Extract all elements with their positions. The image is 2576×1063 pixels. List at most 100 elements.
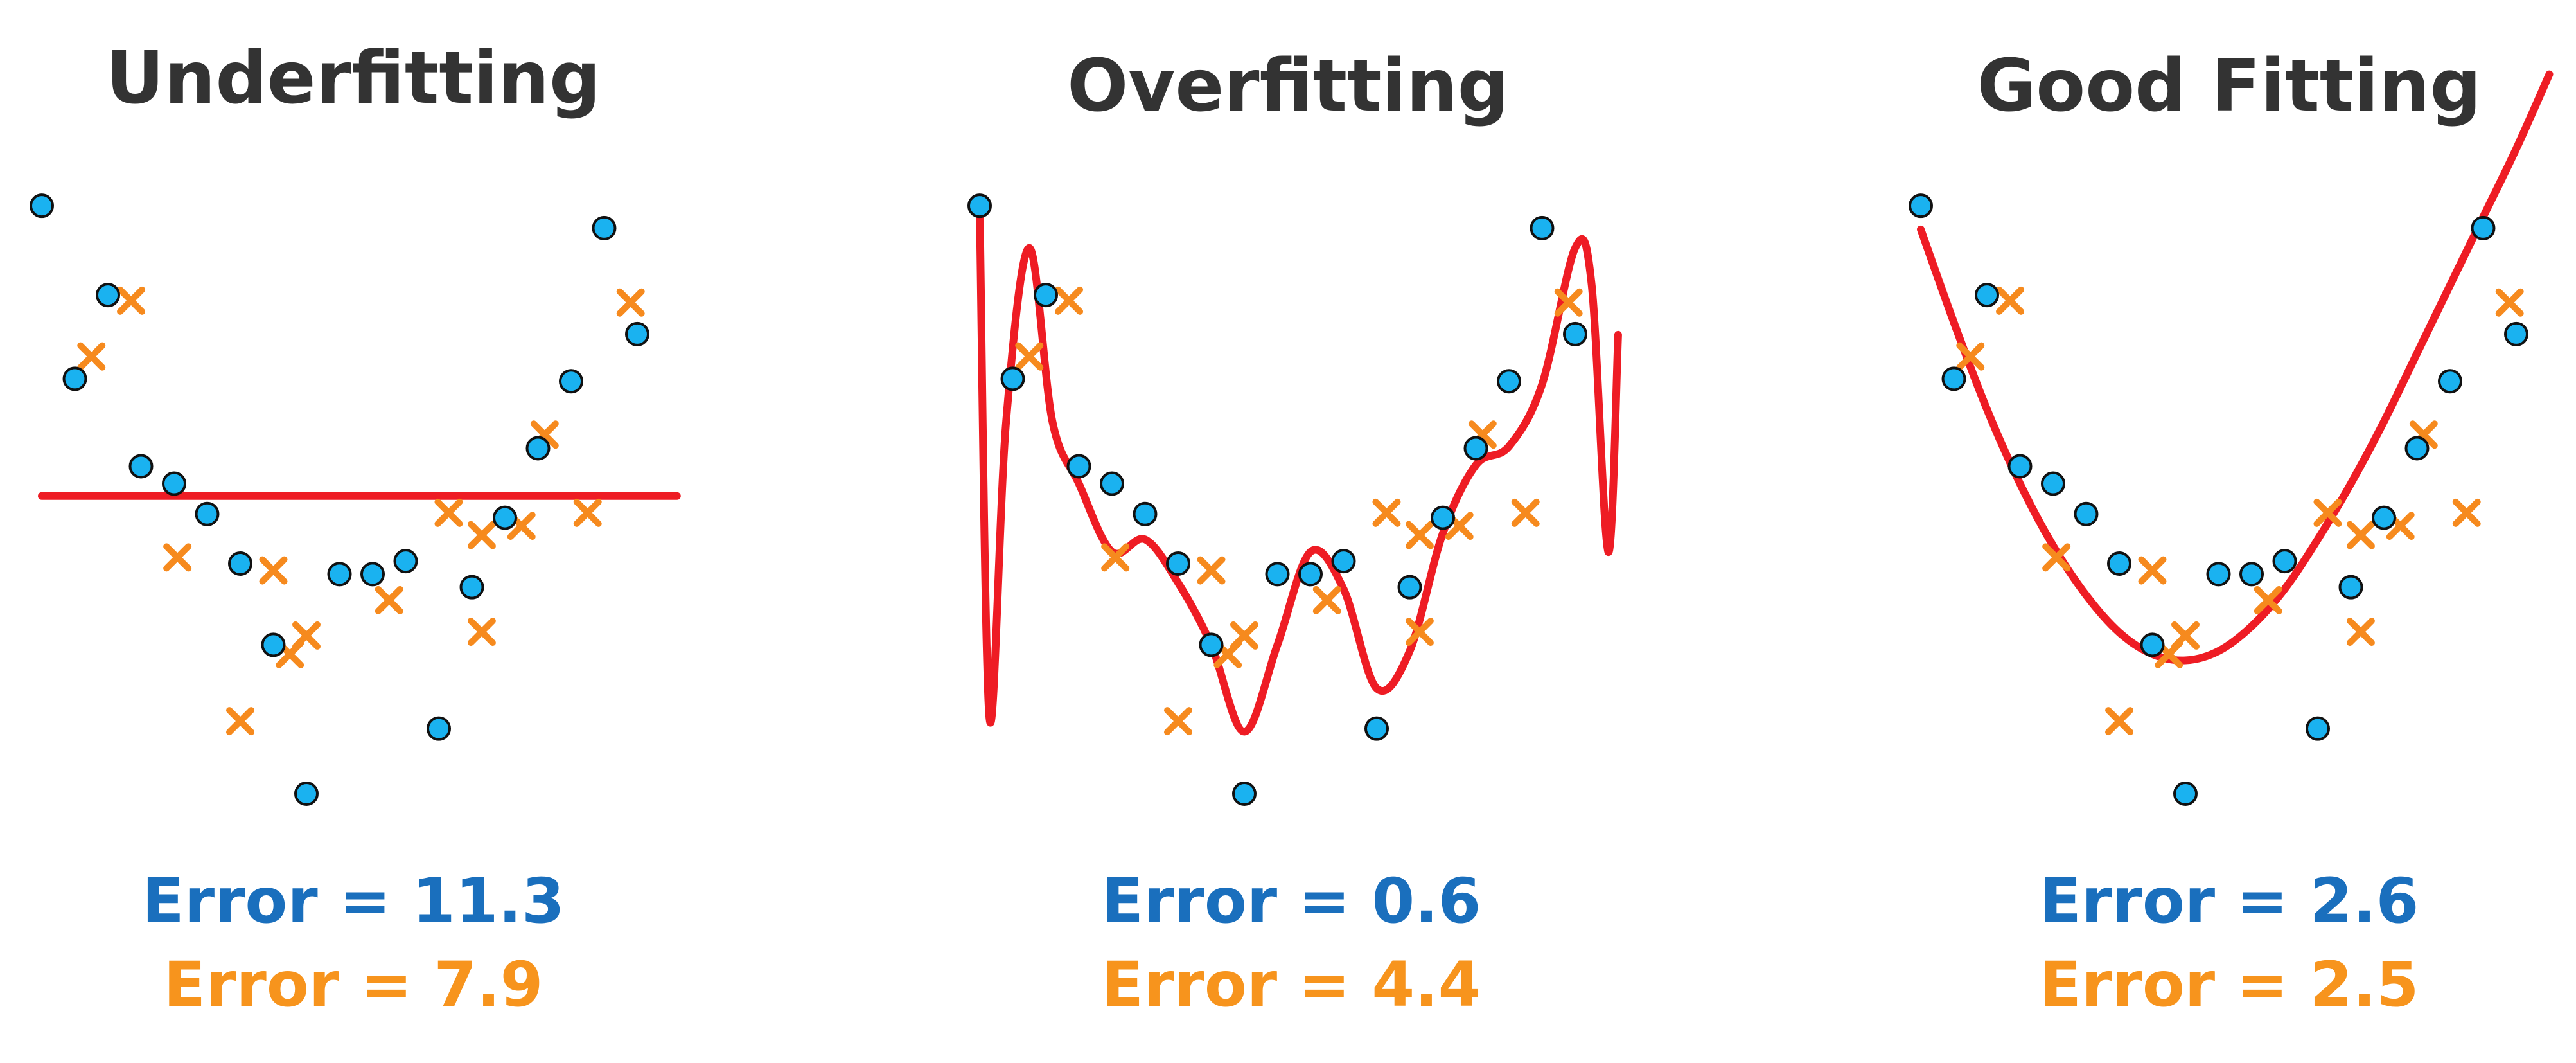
test-point bbox=[2042, 543, 2071, 572]
test-point-stroke bbox=[1055, 286, 1084, 315]
train-point bbox=[1199, 632, 1224, 657]
test-point-stroke bbox=[573, 498, 602, 527]
test-point bbox=[1511, 498, 1540, 527]
plot-area bbox=[967, 193, 1622, 806]
test-point-stroke bbox=[1405, 618, 1434, 647]
test-point bbox=[2452, 498, 2481, 527]
test-point bbox=[2313, 498, 2342, 527]
train-point bbox=[1232, 782, 1257, 806]
train-point bbox=[592, 215, 617, 240]
train-point bbox=[2504, 321, 2528, 346]
train-point bbox=[2007, 454, 2033, 479]
train-point bbox=[967, 193, 992, 219]
train-point bbox=[2107, 551, 2131, 576]
test-point-stroke bbox=[2105, 707, 2133, 736]
train-point bbox=[327, 562, 352, 587]
test-error-label: Error = 7.9 bbox=[164, 949, 543, 1021]
train-point bbox=[1298, 562, 1323, 587]
train-point bbox=[2272, 549, 2297, 574]
train-point bbox=[128, 454, 154, 479]
train-point bbox=[2206, 562, 2231, 587]
test-point bbox=[1312, 585, 1341, 614]
test-point-stroke bbox=[467, 521, 496, 549]
test-point bbox=[1055, 286, 1084, 315]
test-point bbox=[77, 342, 106, 371]
train-point bbox=[1331, 549, 1356, 574]
test-error-label: Error = 4.4 bbox=[1102, 949, 1481, 1021]
test-point bbox=[434, 498, 463, 527]
test-point-stroke bbox=[467, 618, 496, 647]
test-point bbox=[117, 286, 146, 315]
test-point-stroke bbox=[292, 621, 321, 650]
train-point bbox=[2306, 716, 2330, 741]
train-point bbox=[1000, 366, 1025, 391]
test-point-stroke bbox=[1230, 621, 1258, 650]
train-point bbox=[427, 716, 451, 741]
train-point bbox=[1133, 501, 1158, 526]
test-point bbox=[1405, 618, 1434, 647]
test-point-stroke bbox=[226, 707, 254, 736]
train-point bbox=[1364, 716, 1389, 741]
test-point-stroke bbox=[259, 556, 288, 585]
test-point bbox=[1405, 521, 1434, 549]
train-point bbox=[1397, 575, 1422, 600]
train-point bbox=[1530, 215, 1555, 240]
test-point bbox=[226, 707, 254, 736]
panel-title: Good Fitting bbox=[1977, 44, 2481, 128]
test-point-stroke bbox=[77, 342, 106, 371]
train-point bbox=[1563, 321, 1587, 346]
test-point-stroke bbox=[616, 288, 645, 317]
train-point bbox=[1497, 369, 1521, 394]
train-point bbox=[2372, 505, 2396, 530]
test-point-stroke bbox=[2171, 621, 2200, 650]
test-point-stroke bbox=[163, 543, 192, 572]
train-error-label: Error = 2.6 bbox=[2040, 865, 2419, 937]
train-point bbox=[2404, 436, 2430, 461]
test-point bbox=[1230, 621, 1258, 650]
train-point bbox=[1909, 193, 1933, 219]
test-point-stroke bbox=[1996, 286, 2025, 315]
test-point-stroke bbox=[507, 512, 536, 540]
test-point bbox=[375, 585, 403, 614]
test-point bbox=[1015, 342, 1044, 371]
test-point bbox=[1996, 286, 2025, 315]
train-point bbox=[559, 369, 583, 394]
train-point bbox=[96, 283, 120, 308]
fit-curve bbox=[1917, 70, 2554, 665]
train-point bbox=[195, 501, 220, 526]
test-point-stroke bbox=[117, 286, 146, 315]
test-point bbox=[2346, 618, 2375, 647]
test-point-stroke bbox=[1511, 498, 1540, 527]
train-point bbox=[62, 366, 87, 391]
test-point-stroke bbox=[1445, 512, 1474, 540]
train-point bbox=[2239, 562, 2264, 587]
test-point-stroke bbox=[2346, 521, 2375, 549]
panel-title: Overfitting bbox=[1067, 44, 1509, 128]
test-point bbox=[2105, 707, 2133, 736]
test-point-stroke bbox=[1405, 521, 1434, 549]
test-point-stroke bbox=[2346, 618, 2375, 647]
test-point-stroke bbox=[1312, 585, 1341, 614]
test-point-stroke bbox=[2138, 556, 2167, 585]
train-point bbox=[1431, 505, 1455, 530]
panel-overfitting: Overfitting Error = 0.6 Error = 4.4 bbox=[967, 44, 1622, 1021]
test-point-stroke bbox=[2254, 585, 2282, 614]
test-point-stroke bbox=[2495, 288, 2524, 317]
test-point-stroke bbox=[1015, 342, 1044, 371]
test-point bbox=[573, 498, 602, 527]
test-point bbox=[1956, 342, 1985, 371]
train-point bbox=[294, 782, 319, 806]
test-point-stroke bbox=[1554, 288, 1583, 317]
test-point bbox=[1554, 288, 1583, 317]
train-point bbox=[2140, 632, 2165, 657]
train-point bbox=[2438, 369, 2462, 394]
train-point bbox=[1463, 436, 1488, 461]
test-point bbox=[292, 621, 321, 650]
train-point bbox=[2173, 782, 2198, 806]
train-error-label: Error = 0.6 bbox=[1102, 865, 1481, 937]
test-point-stroke bbox=[434, 498, 463, 527]
train-point bbox=[1265, 562, 1290, 587]
plot-area bbox=[30, 193, 681, 806]
train-point bbox=[1941, 366, 1966, 391]
train-point bbox=[2074, 501, 2099, 526]
